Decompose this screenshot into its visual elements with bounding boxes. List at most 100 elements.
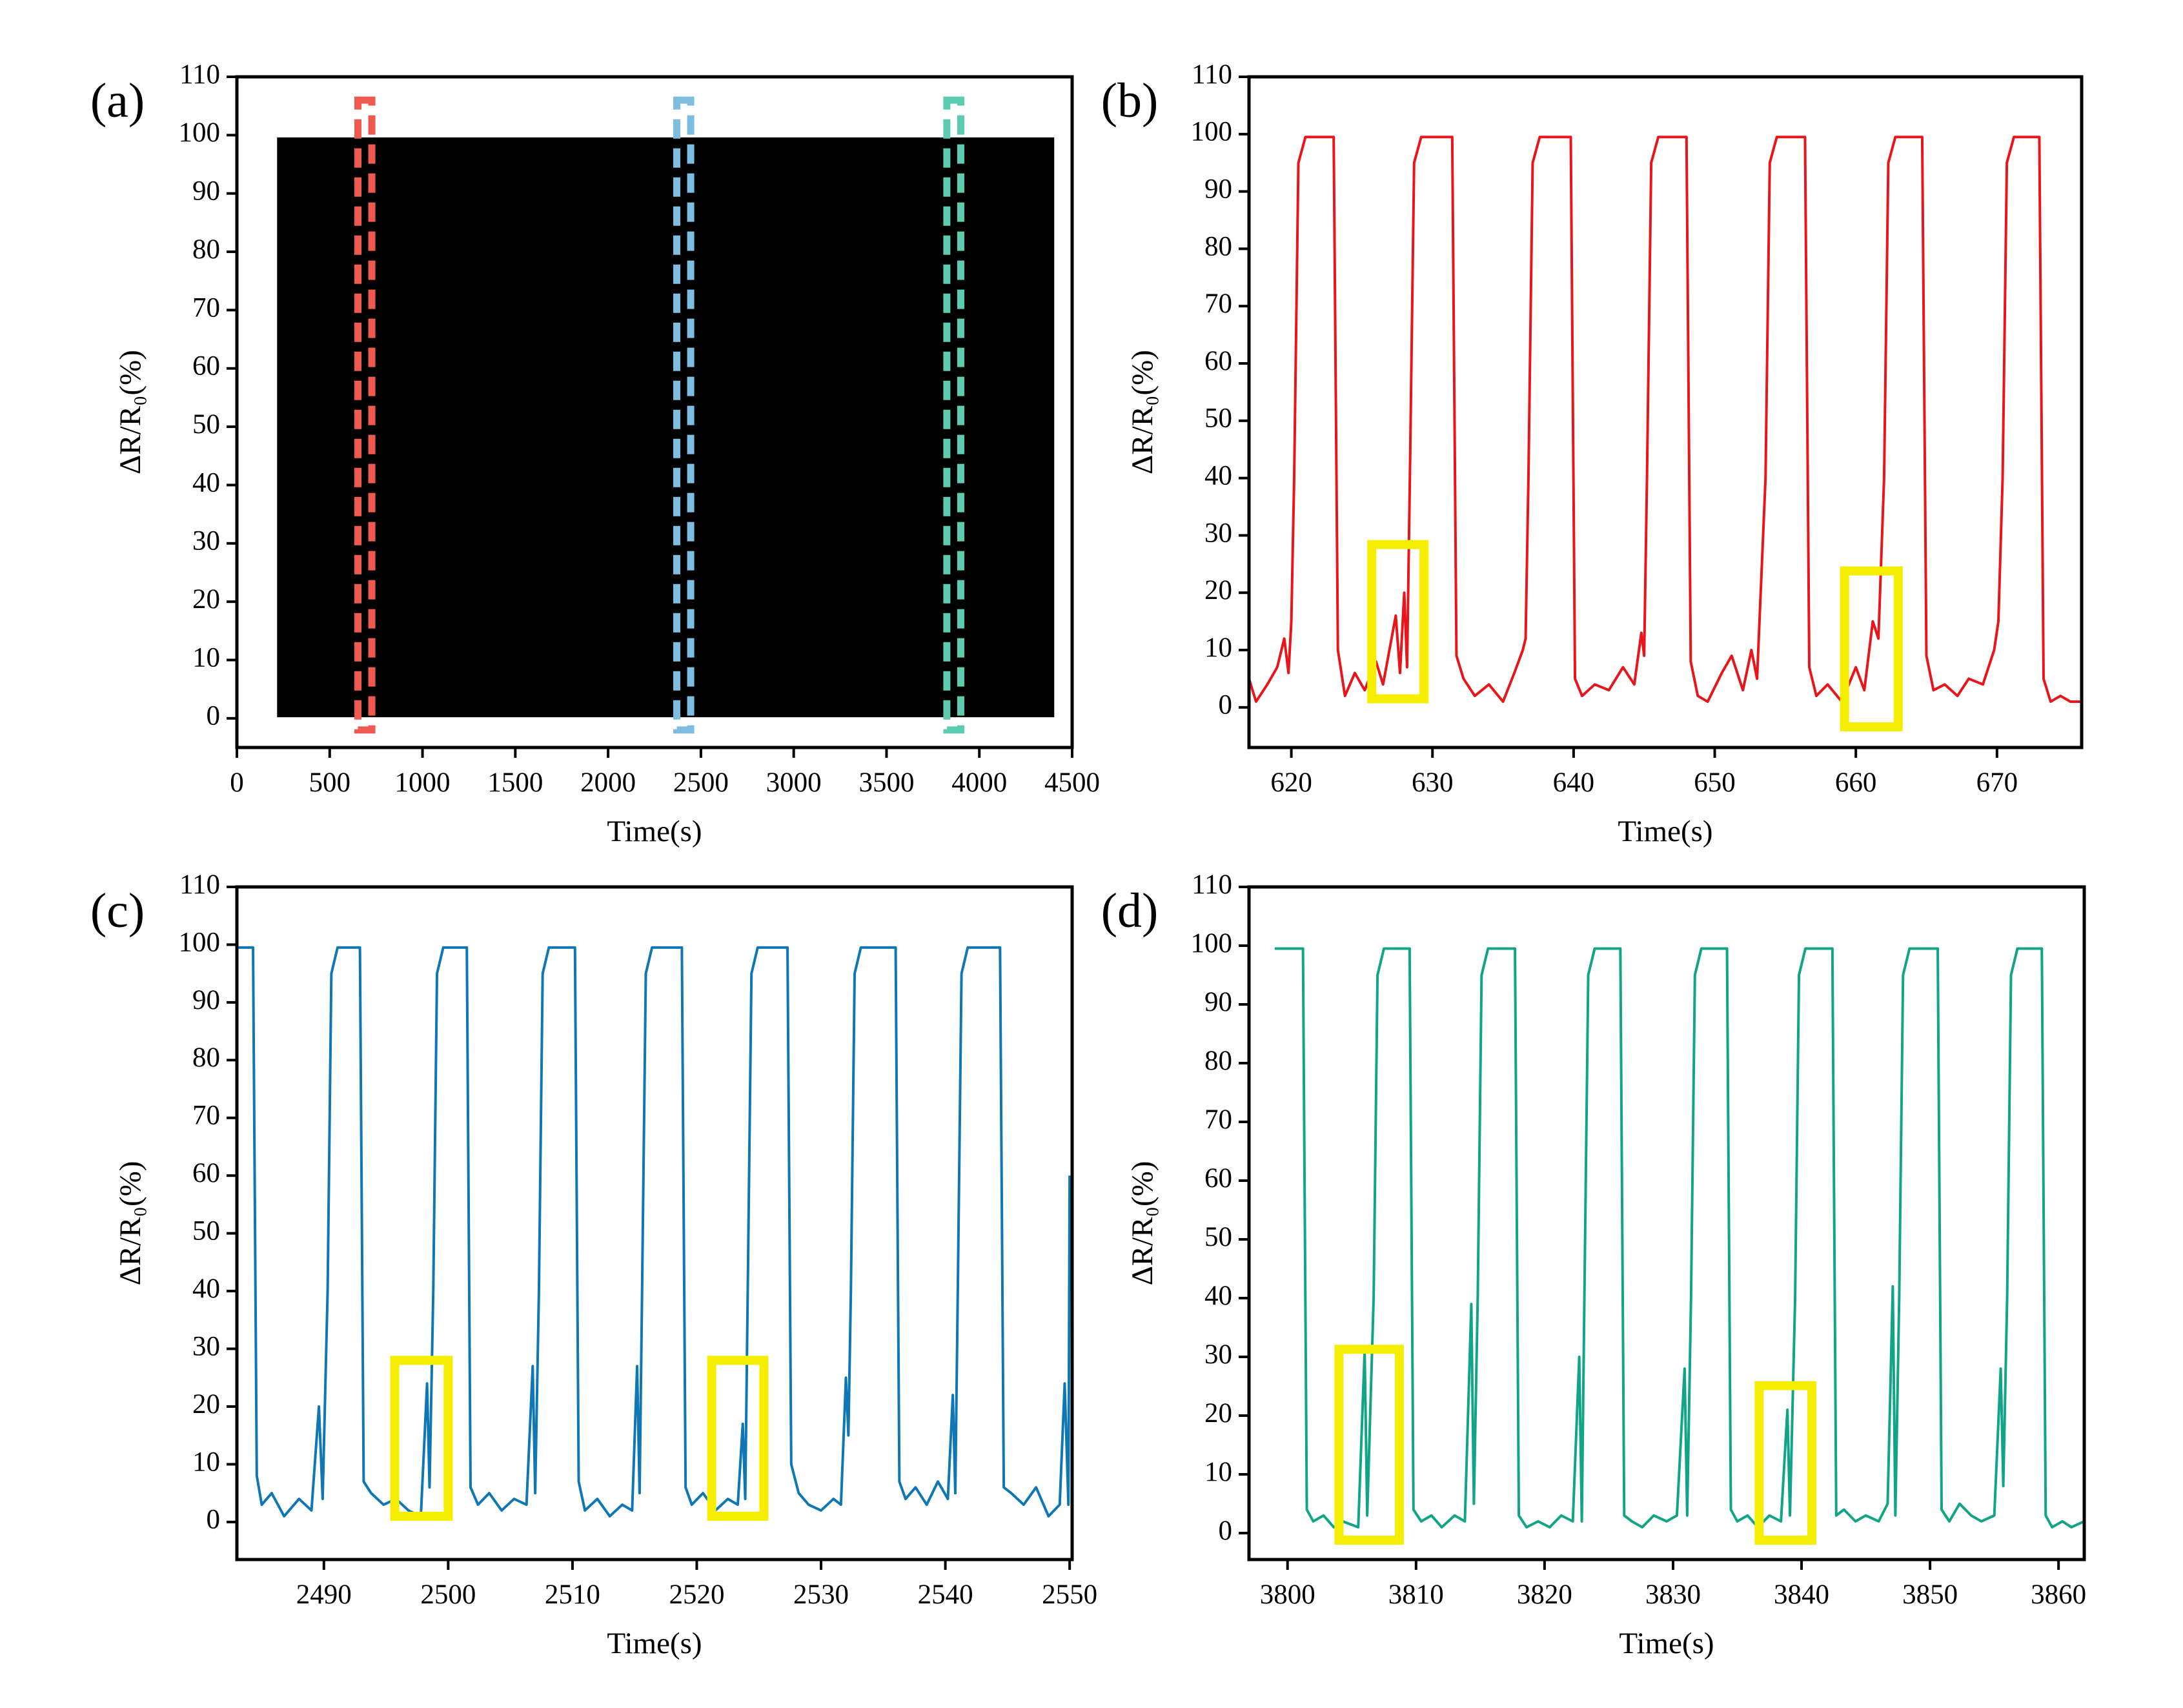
y-tick-label: 110 (179, 59, 220, 90)
y-axis-label: ΔR/R₀(%) (114, 350, 147, 474)
y-tick-label: 20 (1204, 1398, 1232, 1428)
highlight-box (673, 96, 695, 734)
y-tick-label: 0 (1219, 1516, 1233, 1546)
x-tick-label: 2500 (673, 768, 729, 798)
highlight-box (1754, 1381, 1816, 1545)
y-tick-label: 40 (192, 1274, 220, 1304)
y-tick-label: 90 (1204, 174, 1232, 204)
x-tick-label: 2530 (793, 1580, 849, 1610)
x-tick-label: 3840 (1774, 1580, 1829, 1610)
highlight-box (707, 1356, 769, 1521)
highlight-box (1334, 1345, 1404, 1545)
x-tick-label: 4500 (1044, 768, 1100, 798)
y-tick-label: 0 (207, 701, 221, 731)
y-tick-label: 60 (1204, 346, 1232, 376)
y-tick-label: 50 (1204, 403, 1232, 434)
panel-label: (d) (1101, 884, 1159, 938)
x-tick-label: 3850 (1902, 1580, 1958, 1610)
highlight-box (354, 96, 376, 734)
y-tick-label: 0 (207, 1505, 221, 1535)
x-tick-label: 660 (1835, 768, 1877, 798)
y-tick-label: 80 (1204, 231, 1232, 261)
y-tick-label: 70 (192, 292, 220, 323)
panel-label: (c) (90, 884, 145, 938)
x-axis-label: Time(s) (1618, 815, 1712, 848)
y-axis-label: ΔR/R₀(%) (114, 1161, 147, 1286)
y-tick-label: 10 (1204, 1457, 1232, 1487)
x-tick-label: 2520 (669, 1580, 724, 1610)
highlight-box (1840, 566, 1903, 732)
y-tick-label: 10 (1204, 633, 1232, 663)
y-tick-label: 80 (192, 1042, 220, 1073)
x-tick-label: 2500 (420, 1580, 476, 1610)
x-tick-label: 3500 (858, 768, 914, 798)
plot-area (277, 137, 1055, 718)
y-tick-label: 0 (1219, 690, 1233, 720)
plot-frame (1247, 885, 2086, 1561)
signal-line (237, 946, 1071, 1518)
highlight-box (1367, 540, 1429, 704)
x-tick-label: 2540 (918, 1580, 973, 1610)
y-tick-label: 100 (179, 927, 221, 957)
panel-label: (b) (1101, 74, 1159, 128)
panel: 0 10 20 30 40 50 60 70 80 90 100 110 2490 2500 2510 252… (90, 869, 1097, 1660)
y-tick-label: 90 (1204, 987, 1232, 1017)
y-tick-label: 90 (192, 176, 220, 207)
x-tick-label: 3810 (1388, 1580, 1444, 1610)
y-tick-label: 40 (1204, 460, 1232, 491)
y-tick-label: 70 (192, 1101, 220, 1131)
x-tick-label: 3820 (1517, 1580, 1572, 1610)
y-tick-label: 80 (192, 234, 220, 265)
panel: 0 10 20 30 40 50 60 70 80 90 100 110 3800 3810 3820 383… (1101, 869, 2086, 1660)
y-tick-label: 100 (1191, 117, 1233, 147)
x-axis-label: Time(s) (607, 815, 702, 848)
y-axis-label: ΔR/R₀(%) (1126, 350, 1159, 474)
y-tick-label: 100 (1191, 928, 1233, 959)
x-tick-label: 1000 (395, 768, 451, 798)
signal-band (277, 137, 1055, 718)
plot-frame (235, 75, 1074, 749)
x-tick-label: 2490 (296, 1580, 352, 1610)
y-tick-label: 20 (192, 584, 220, 615)
x-tick-label: 650 (1694, 768, 1736, 798)
panel: 0 10 20 30 40 50 60 70 80 90 100 110 0 500 1000 1500 200… (90, 59, 1100, 848)
y-tick-label: 30 (1204, 518, 1232, 548)
plot-frame (235, 885, 1074, 1561)
x-tick-label: 0 (230, 768, 244, 798)
plot-frame (1247, 75, 2084, 749)
x-tick-label: 3800 (1260, 1580, 1315, 1610)
y-tick-label: 50 (1204, 1222, 1232, 1252)
x-tick-label: 620 (1270, 768, 1312, 798)
x-axis-label: Time(s) (607, 1627, 702, 1660)
y-tick-label: 20 (1204, 575, 1232, 605)
y-tick-label: 60 (1204, 1163, 1232, 1194)
x-tick-label: 630 (1412, 768, 1454, 798)
x-tick-label: 2550 (1042, 1580, 1097, 1610)
y-tick-label: 30 (1204, 1339, 1232, 1370)
x-tick-label: 3860 (2031, 1580, 2086, 1610)
y-tick-label: 80 (1204, 1046, 1232, 1076)
y-tick-label: 60 (192, 1158, 220, 1188)
highlight-box (390, 1356, 453, 1521)
x-tick-label: 3000 (766, 768, 822, 798)
x-tick-label: 2510 (545, 1580, 600, 1610)
panel: 0 10 20 30 40 50 60 70 80 90 100 110 620 630 640 650 660… (1101, 59, 2084, 848)
y-tick-label: 40 (192, 467, 220, 498)
y-tick-label: 20 (192, 1389, 220, 1419)
x-tick-label: 4000 (951, 768, 1007, 798)
x-axis-label: Time(s) (1619, 1627, 1714, 1660)
y-tick-label: 10 (192, 1447, 220, 1477)
highlight-box (943, 96, 964, 734)
y-tick-label: 100 (179, 117, 221, 148)
y-tick-label: 70 (1204, 1104, 1232, 1135)
x-tick-label: 1500 (487, 768, 543, 798)
plot-area (1274, 947, 2084, 1529)
y-tick-label: 60 (192, 351, 220, 381)
y-tick-label: 30 (192, 526, 220, 556)
signal-line (1274, 947, 2084, 1529)
x-tick-label: 670 (1976, 768, 2018, 798)
x-tick-label: 640 (1553, 768, 1595, 798)
y-tick-label: 90 (192, 985, 220, 1015)
